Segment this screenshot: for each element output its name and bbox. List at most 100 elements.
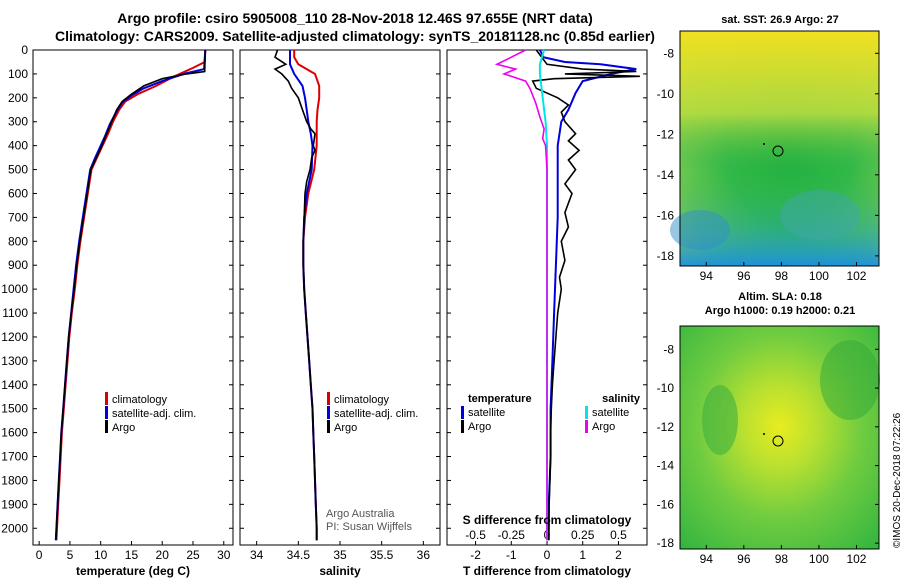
- s-difference-axis-label: S difference from climatology: [463, 513, 632, 527]
- legend-label-s-argo: Argo: [592, 421, 615, 433]
- lon-tick-label: 96: [737, 552, 751, 566]
- legend-swatch-argo: [327, 420, 330, 433]
- lat-tick-label: -12: [657, 420, 675, 434]
- sla-map-lat-ticks: -8 -10 -12 -14 -16 -18: [657, 342, 879, 550]
- argo-track-point: [763, 143, 765, 145]
- difference-legend-temperature: temperature satellite Argo: [461, 393, 532, 433]
- lon-tick-label: 94: [700, 269, 714, 283]
- temperature-axis-ticks: 0 5 10 15 20 25 30: [36, 541, 231, 562]
- legend-label-s-satellite: satellite: [592, 407, 629, 419]
- x-tick-label: 5: [67, 548, 74, 562]
- lat-tick-label: -16: [657, 208, 675, 222]
- argo-australia-annotation: Argo Australia: [326, 508, 395, 520]
- lon-tick-label: 100: [809, 552, 829, 566]
- depth-tick-label: 1800: [1, 473, 28, 487]
- lat-tick-label: -18: [657, 536, 675, 550]
- temperature-profile-panel: 0100200300400500600700800900100011001200…: [1, 43, 234, 578]
- depth-axis-labels: 0 100 200 300 400 500 600 700 800 900 1000 1100 1200…: [1, 43, 28, 535]
- difference-series: [447, 49, 647, 541]
- legend-swatch-t-argo: [461, 420, 464, 433]
- lat-tick-label: -14: [657, 459, 675, 473]
- depth-tick-label: 1300: [1, 354, 28, 368]
- depth-tick-label: 1700: [1, 450, 28, 464]
- sst-map-lat-ticks: -8 -10 -12 -14 -16 -18: [657, 46, 879, 263]
- temperature-axis-label: temperature (deg C): [76, 564, 190, 578]
- sla-map: 94 96 98 100 102 -8 -10 -12 -14 -16 -18: [657, 325, 880, 566]
- legend-label-argo: Argo: [334, 422, 357, 434]
- legend-swatch-climatology: [327, 392, 330, 405]
- x-tick-label: 25: [186, 548, 200, 562]
- series-argo: [55, 49, 207, 541]
- lat-tick-label: -8: [663, 46, 674, 60]
- depth-tick-label: 0: [21, 43, 28, 57]
- x-tick-label: 0: [544, 548, 551, 562]
- lat-tick-label: -14: [657, 168, 675, 182]
- lon-tick-label: 96: [737, 269, 751, 283]
- salinity-axis-ticks: 34 34.5 35 35.5 36: [250, 541, 430, 562]
- legend-label-satellite: satellite-adj. clim.: [334, 408, 418, 420]
- x-tick-label: 30: [217, 548, 231, 562]
- s-tick-label: -0.25: [498, 528, 526, 542]
- x-tick-label: 20: [156, 548, 170, 562]
- lon-tick-label: 94: [700, 552, 714, 566]
- lat-tick-label: -10: [657, 381, 675, 395]
- lat-tick-label: -12: [657, 127, 675, 141]
- x-tick-label: 15: [125, 548, 139, 562]
- depth-tick-label: 1200: [1, 330, 28, 344]
- t-difference-axis-ticks: -2 -1 0 1 2: [470, 541, 622, 562]
- salinity-profile-panel: 34 34.5 35 35.5 36 salinity climatology sate…: [239, 49, 441, 578]
- legend-swatch-satellite: [327, 406, 330, 419]
- argo-position-marker: [772, 145, 784, 157]
- salinity-series: [240, 49, 440, 541]
- sla-map-lon-ticks: 94 96 98 100 102: [700, 545, 867, 566]
- depth-tick-label: 1400: [1, 378, 28, 392]
- difference-legend-salinity: salinity satellite Argo: [585, 393, 641, 433]
- x-tick-label: -1: [506, 548, 517, 562]
- legend-label-argo: Argo: [112, 422, 135, 434]
- depth-tick-label: 1000: [1, 282, 28, 296]
- map-sla-title-line2: Argo h1000: 0.19 h2000: 0.21: [704, 305, 856, 317]
- depth-tick-label: 1900: [1, 497, 28, 511]
- depth-tick-label: 1500: [1, 402, 28, 416]
- argo-track-point: [763, 433, 765, 435]
- s-tick-label: 0.25: [571, 528, 595, 542]
- depth-tick-label: 2000: [1, 521, 28, 535]
- x-tick-label: 35.5: [370, 548, 394, 562]
- x-tick-label: 0: [36, 548, 43, 562]
- depth-tick-label: 1100: [2, 306, 28, 320]
- lon-tick-label: 102: [846, 552, 866, 566]
- lon-tick-label: 98: [775, 269, 789, 283]
- x-tick-label: 10: [94, 548, 108, 562]
- lat-tick-label: -16: [657, 497, 675, 511]
- legend-label-t-argo: Argo: [468, 421, 491, 433]
- salinity-axis-label: salinity: [319, 564, 361, 578]
- temperature-legend: climatology satellite-adj. clim. Argo: [105, 392, 196, 434]
- depth-tick-label: 800: [8, 234, 28, 248]
- legend-label-t-satellite: satellite: [468, 407, 505, 419]
- t-difference-axis-label: T difference from climatology: [463, 564, 631, 578]
- salinity-legend: climatology satellite-adj. clim. Argo: [327, 392, 418, 434]
- legend-swatch-argo: [105, 420, 108, 433]
- depth-tick-label: 500: [8, 163, 28, 177]
- x-tick-label: 2: [615, 548, 622, 562]
- figure-title-line2: Climatology: CARS2009. Satellite-adjuste…: [55, 28, 655, 44]
- map-sla-title-line1: Altim. SLA: 0.18: [738, 291, 822, 303]
- x-tick-label: 36: [417, 548, 431, 562]
- legend-label-climatology: climatology: [334, 394, 390, 406]
- x-tick-label: 34: [250, 548, 264, 562]
- legend-swatch-climatology: [105, 392, 108, 405]
- temperature-series: [33, 49, 233, 541]
- legend-swatch-t-satellite: [461, 406, 464, 419]
- x-tick-label: -2: [470, 548, 481, 562]
- depth-tick-label: 200: [8, 91, 28, 105]
- depth-tick-label: 900: [8, 258, 28, 272]
- lon-tick-label: 102: [846, 269, 866, 283]
- argo-position-marker: [772, 435, 784, 447]
- lon-tick-label: 100: [809, 269, 829, 283]
- legend-swatch-s-argo: [585, 420, 588, 433]
- sst-map: 94 96 98 100 102 -8 -10 -12 -14 -16 -18: [657, 30, 880, 283]
- series-argo: [273, 49, 318, 541]
- lat-tick-label: -10: [657, 87, 675, 101]
- s-tick-label: -0.5: [465, 528, 486, 542]
- legend-swatch-s-satellite: [585, 406, 588, 419]
